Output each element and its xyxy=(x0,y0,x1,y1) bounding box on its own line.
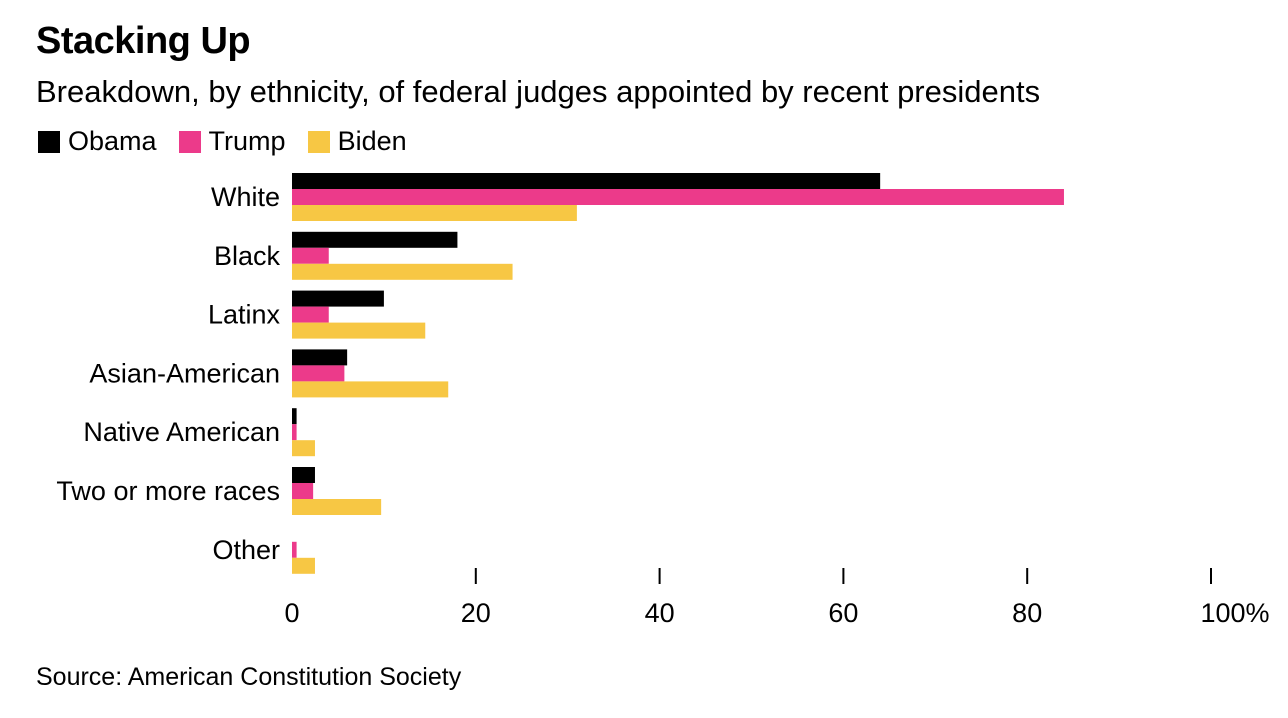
bar-trump-other xyxy=(292,541,297,558)
bar-biden-black xyxy=(292,263,513,280)
bar-obama-two-or-more-races xyxy=(292,467,315,483)
x-tick-label-80: 80 xyxy=(1012,598,1042,628)
category-label-latinx: Latinx xyxy=(208,300,281,330)
legend-label-trump: Trump xyxy=(208,126,286,156)
legend-swatch-biden xyxy=(307,130,330,153)
bar-biden-native-american xyxy=(292,440,315,457)
bar-trump-white xyxy=(292,189,1064,205)
bar-obama-latinx xyxy=(292,290,384,307)
legend-swatch-trump xyxy=(178,130,201,153)
bar-biden-asian-american xyxy=(292,381,449,398)
x-tick-label-60: 60 xyxy=(828,598,858,628)
category-label-native-american: Native American xyxy=(83,417,280,447)
category-label-white: White xyxy=(211,182,280,212)
bar-obama-black xyxy=(292,231,458,248)
bar-biden-other xyxy=(292,557,315,574)
bar-trump-latinx xyxy=(292,306,329,323)
category-label-black: Black xyxy=(214,241,281,271)
bar-obama-native-american xyxy=(292,408,297,425)
bar-trump-two-or-more-races xyxy=(292,483,314,499)
legend-item-biden: Biden xyxy=(307,126,407,157)
bar-trump-black xyxy=(292,247,329,264)
chart-title: Stacking Up xyxy=(36,20,251,62)
legend-label-obama: Obama xyxy=(68,126,157,156)
source-note: Source: American Constitution Society xyxy=(36,663,462,691)
x-tick-label-0: 0 xyxy=(284,598,299,628)
legend-item-trump: Trump xyxy=(178,126,286,157)
legend-label-biden: Biden xyxy=(337,126,407,156)
legend-swatch-obama xyxy=(38,130,60,153)
bar-trump-asian-american xyxy=(292,365,345,382)
legend: Obama Trump Biden xyxy=(38,126,429,157)
legend-item-obama: Obama xyxy=(38,126,157,157)
category-label-two-or-more-races: Two or more races xyxy=(56,476,280,506)
category-label-other: Other xyxy=(212,535,280,565)
bar-trump-native-american xyxy=(292,424,297,441)
x-tick-label-100: 100% xyxy=(1200,598,1269,628)
chart-subtitle: Breakdown, by ethnicity, of federal judg… xyxy=(36,74,1041,109)
x-tick-label-40: 40 xyxy=(645,598,675,628)
bar-biden-latinx xyxy=(292,322,426,339)
bar-biden-two-or-more-races xyxy=(292,499,382,515)
category-label-asian-american: Asian-American xyxy=(89,358,280,388)
bar-obama-asian-american xyxy=(292,349,348,366)
bar-biden-white xyxy=(292,205,577,221)
x-tick-label-20: 20 xyxy=(461,598,491,628)
bar-obama-white xyxy=(292,173,881,189)
